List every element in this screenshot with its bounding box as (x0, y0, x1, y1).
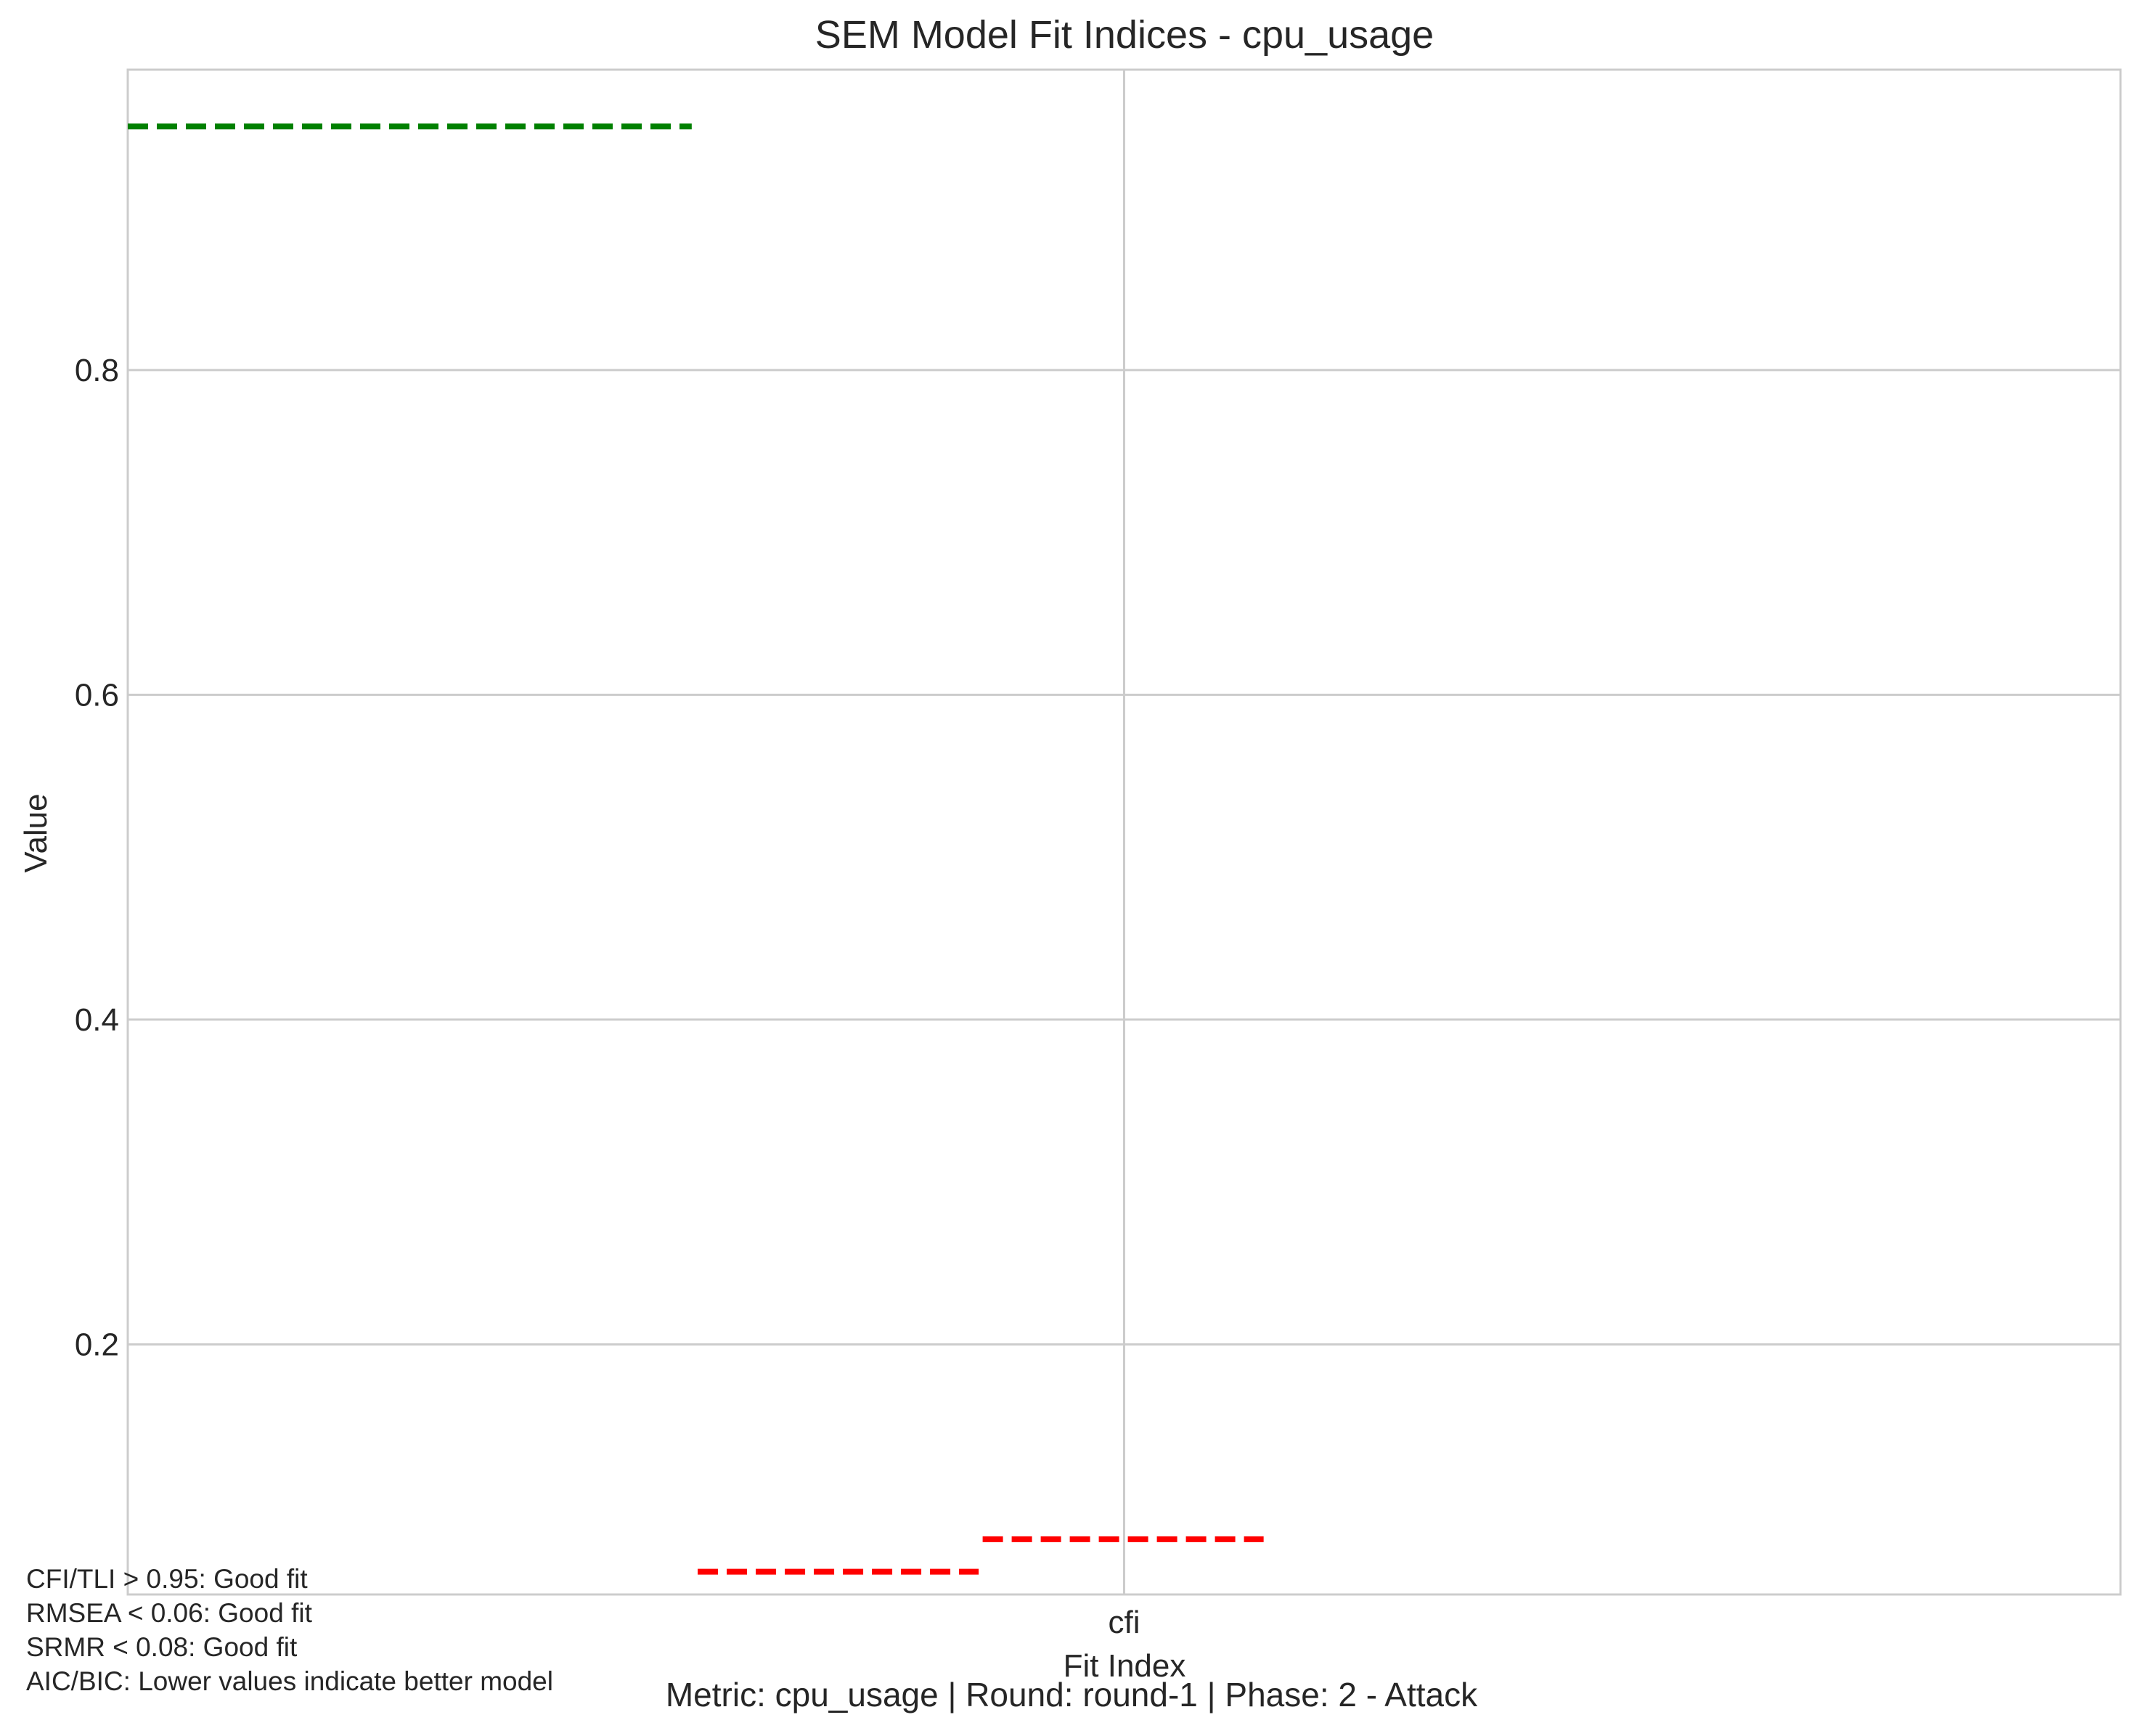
annotation-line: RMSEA < 0.06: Good fit (26, 1598, 313, 1628)
annotation-line: CFI/TLI > 0.95: Good fit (26, 1564, 308, 1594)
grid (128, 70, 2120, 1594)
x-tick-label: cfi (1109, 1605, 1140, 1640)
chart-title: SEM Model Fit Indices - cpu_usage (815, 13, 1434, 57)
chart-footer: Metric: cpu_usage | Round: round-1 | Pha… (666, 1676, 1478, 1714)
y-tick-label: 0.4 (75, 1002, 119, 1038)
y-tick-label: 0.6 (75, 677, 119, 713)
annotation-line: AIC/BIC: Lower values indicate better mo… (26, 1666, 553, 1696)
y-tick-label: 0.8 (75, 353, 119, 388)
x-axis-label: Fit Index (1064, 1648, 1186, 1684)
fit-criteria-annotation: CFI/TLI > 0.95: Good fit RMSEA < 0.06: G… (26, 1564, 553, 1696)
plot-area-frame (126, 68, 2122, 1596)
axis-ticks: 0.2 0.4 0.6 0.8 cfi (75, 353, 1140, 1640)
annotation-line: SRMR < 0.08: Good fit (26, 1632, 298, 1662)
y-axis-label: Value (18, 793, 54, 872)
reference-lines (128, 123, 1264, 1575)
y-tick-label: 0.2 (75, 1327, 119, 1362)
